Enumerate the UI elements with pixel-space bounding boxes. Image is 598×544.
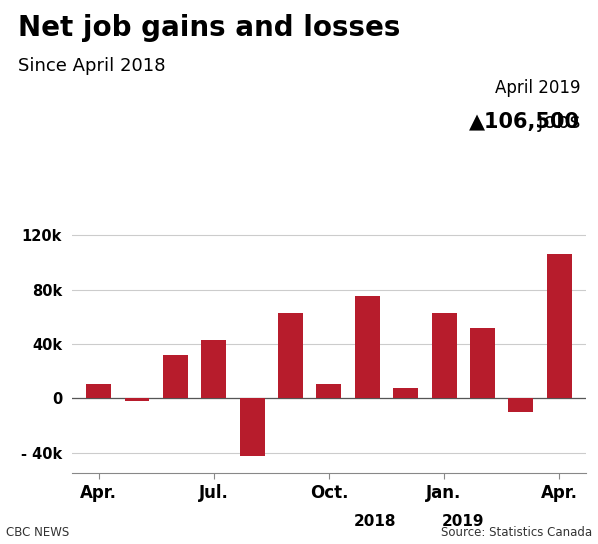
Bar	[124, 398, 150, 401]
Bar	[278, 313, 303, 398]
Text: 2018: 2018	[353, 514, 396, 529]
Bar	[470, 327, 495, 398]
Bar	[508, 398, 533, 412]
Bar	[355, 296, 380, 398]
Bar	[316, 384, 341, 398]
Bar	[432, 313, 456, 398]
Text: jobs: jobs	[530, 112, 580, 132]
Text: Net job gains and losses: Net job gains and losses	[18, 14, 400, 41]
Text: Source: Statistics Canada: Source: Statistics Canada	[441, 526, 592, 539]
Text: 2019: 2019	[442, 514, 484, 529]
Bar	[163, 355, 188, 398]
Text: Since April 2018: Since April 2018	[18, 57, 166, 75]
Bar	[86, 384, 111, 398]
Bar	[240, 398, 264, 456]
Text: April 2019: April 2019	[495, 79, 580, 97]
Text: CBC NEWS: CBC NEWS	[6, 526, 69, 539]
Bar	[547, 254, 572, 398]
Bar	[202, 340, 226, 398]
Bar	[393, 387, 418, 398]
Text: ▲106,500: ▲106,500	[469, 112, 580, 132]
